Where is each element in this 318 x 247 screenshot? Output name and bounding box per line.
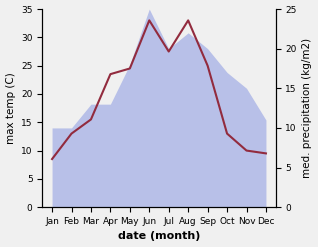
X-axis label: date (month): date (month) [118,231,200,242]
Y-axis label: max temp (C): max temp (C) [5,72,16,144]
Y-axis label: med. precipitation (kg/m2): med. precipitation (kg/m2) [302,38,313,178]
